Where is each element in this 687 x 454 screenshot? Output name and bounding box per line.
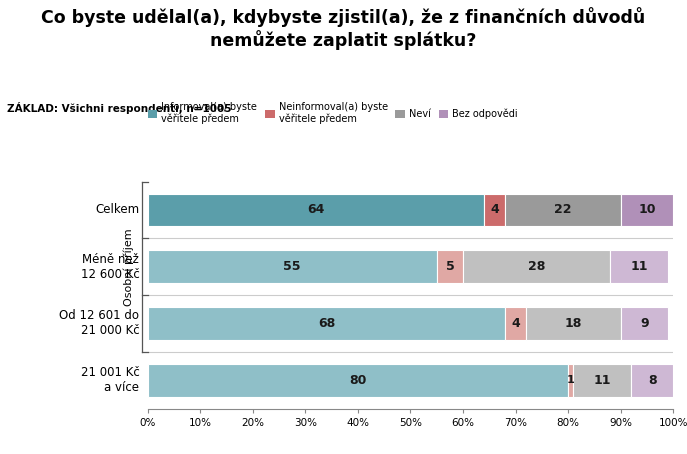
Bar (610, 250, 668, 283)
Text: 28: 28 (528, 260, 545, 273)
Text: 4: 4 (491, 203, 499, 217)
Text: 22: 22 (554, 203, 572, 217)
Text: 11: 11 (631, 260, 648, 273)
Text: 68: 68 (318, 317, 335, 330)
Bar (148, 250, 437, 283)
Bar (631, 364, 673, 397)
Text: 80: 80 (349, 374, 367, 387)
Bar (148, 193, 484, 227)
Text: 4: 4 (511, 317, 520, 330)
Text: 64: 64 (307, 203, 324, 217)
Bar (505, 193, 621, 227)
Text: 9: 9 (640, 317, 649, 330)
Bar (484, 193, 505, 227)
Bar (526, 307, 621, 340)
Bar (568, 364, 574, 397)
Bar (621, 307, 668, 340)
Text: 10: 10 (638, 203, 655, 217)
Legend: Informoval(a) byste
věřitele předem, Neinformoval(a) byste
věřitele předem, Neví: Informoval(a) byste věřitele předem, Nei… (148, 102, 518, 124)
Bar (621, 193, 673, 227)
Text: 55: 55 (284, 260, 301, 273)
Text: 18: 18 (565, 317, 582, 330)
Text: Co byste udělal(a), kdybyste zjistil(a), že z finančních důvodů
nemůžete zaplati: Co byste udělal(a), kdybyste zjistil(a),… (41, 7, 646, 50)
Bar (437, 250, 463, 283)
Bar (505, 307, 526, 340)
Text: 1: 1 (567, 375, 574, 385)
Bar (148, 364, 568, 397)
Text: 8: 8 (648, 374, 657, 387)
Text: Osobní příjem: Osobní příjem (123, 228, 134, 306)
Text: 11: 11 (594, 374, 611, 387)
Bar (463, 250, 610, 283)
Bar (574, 364, 631, 397)
Text: 5: 5 (446, 260, 454, 273)
Text: ZÁKLAD: Všichni respondenti, n=1005: ZÁKLAD: Všichni respondenti, n=1005 (7, 102, 232, 114)
Bar (148, 307, 505, 340)
